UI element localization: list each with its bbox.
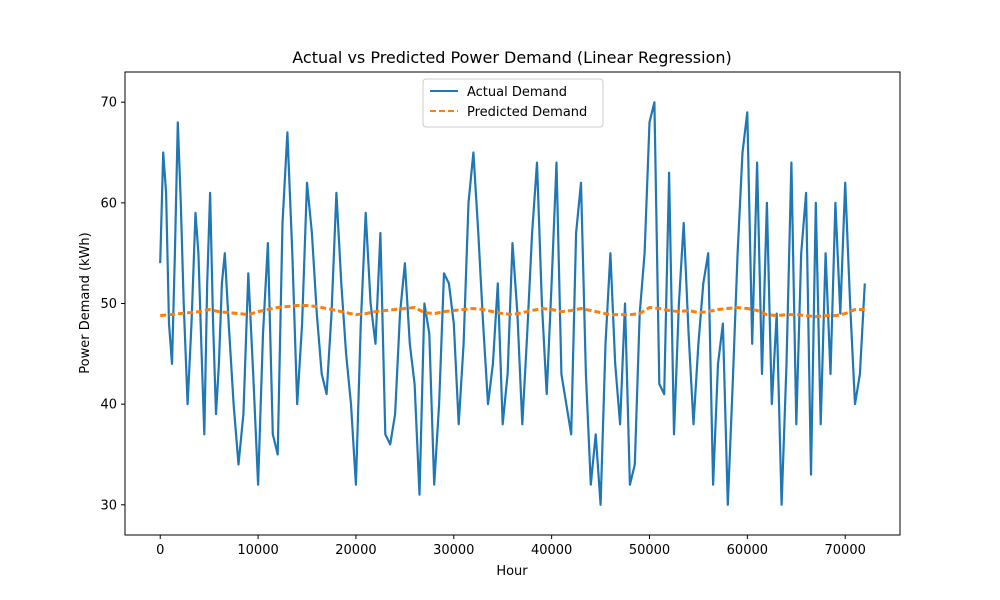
x-tick-label: 30000 xyxy=(433,543,474,558)
x-tick-label: 40000 xyxy=(531,543,572,558)
series-line-predicted-demand xyxy=(160,304,865,319)
y-tick-label: 30 xyxy=(100,498,117,513)
y-axis-ticks: 30 40 50 60 70 xyxy=(100,96,125,513)
x-axis-label: Hour xyxy=(496,564,528,579)
legend: Actual Demand Predicted Demand xyxy=(422,78,604,128)
x-axis-ticks: 0 10000 20000 30000 40000 50000 60000 70000 xyxy=(156,535,866,558)
data-lines xyxy=(159,101,866,506)
x-tick-label: 70000 xyxy=(825,543,866,558)
x-tick-label: 20000 xyxy=(335,543,376,558)
chart-title: Actual vs Predicted Power Demand (Linear… xyxy=(292,48,732,67)
series-line-actual-demand xyxy=(159,101,866,506)
y-tick-label: 60 xyxy=(100,196,117,211)
y-tick-label: 70 xyxy=(100,96,117,111)
legend-label-actual: Actual Demand xyxy=(467,85,567,100)
x-tick-label: 0 xyxy=(156,543,164,558)
x-tick-label: 10000 xyxy=(237,543,278,558)
x-tick-label: 60000 xyxy=(727,543,768,558)
legend-box xyxy=(422,78,604,128)
legend-label-predicted: Predicted Demand xyxy=(467,105,587,120)
y-axis-label: Power Demand (kWh) xyxy=(78,232,93,373)
y-tick-label: 40 xyxy=(100,398,117,413)
y-tick-label: 50 xyxy=(100,297,117,312)
x-tick-label: 50000 xyxy=(629,543,670,558)
